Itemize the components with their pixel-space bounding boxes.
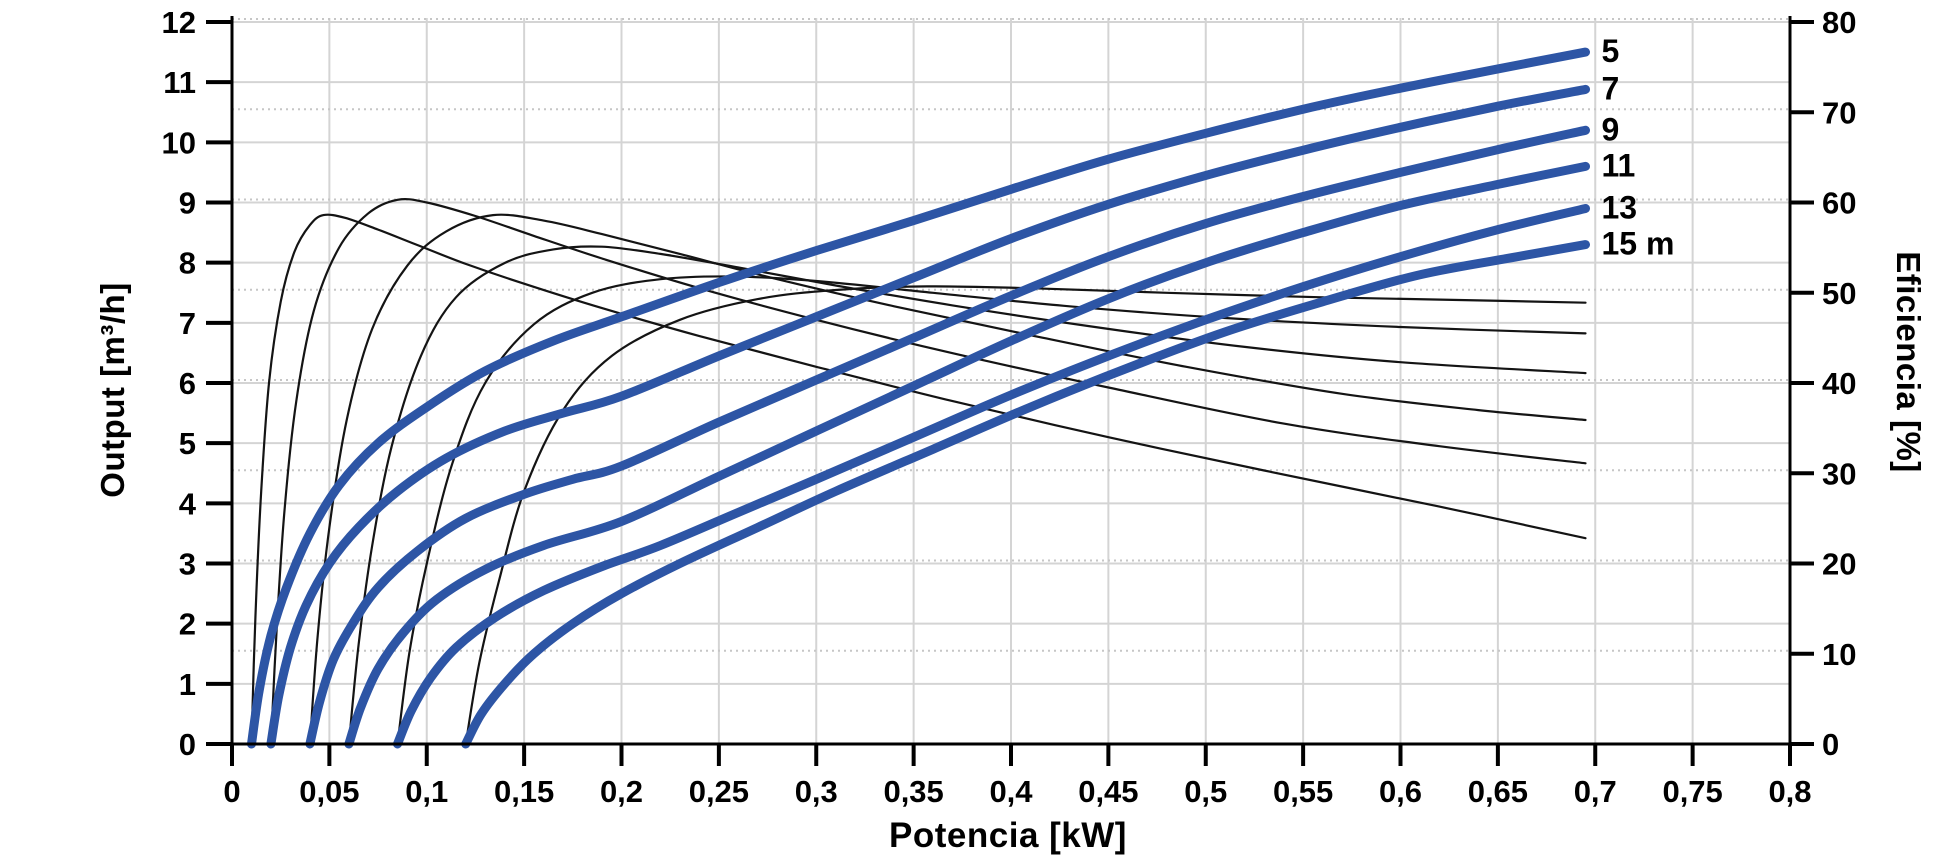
x-tick-label: 0,7 <box>1574 774 1617 809</box>
y-right-tick-label: 40 <box>1822 366 1856 401</box>
y-left-tick-label: 10 <box>162 125 196 160</box>
efficiency-curve-7 <box>269 197 1587 746</box>
y-left-axis-title: Output [m³/h] <box>94 282 131 498</box>
x-tick-label: 0,8 <box>1768 774 1811 809</box>
x-tick-label: 0,25 <box>689 774 749 809</box>
output-curve-15 <box>461 240 1590 749</box>
y-left-tick-label: 0 <box>179 727 196 762</box>
x-tick-label: 0,5 <box>1184 774 1227 809</box>
y-left-tick-label: 6 <box>179 366 196 401</box>
y-right-tick-label: 70 <box>1822 95 1856 130</box>
x-tick-label: 0,15 <box>494 774 554 809</box>
x-tick-label: 0 <box>223 774 240 809</box>
x-tick-label: 0,6 <box>1379 774 1422 809</box>
y-right-axis-title: Eficiencia [%] <box>1890 251 1927 473</box>
y-left-tick-label: 11 <box>163 65 196 100</box>
y-right-tick-label: 20 <box>1822 547 1856 582</box>
x-tick-label: 0,4 <box>989 774 1033 809</box>
y-right-tick-label: 60 <box>1822 186 1856 221</box>
x-tick-label: 0,55 <box>1273 774 1333 809</box>
curve-label-5m: 5 <box>1602 33 1620 69</box>
y-left-tick-label: 7 <box>179 306 196 341</box>
x-tick-label: 0,45 <box>1078 774 1138 809</box>
x-axis-title: Potencia [kW] <box>889 816 1127 855</box>
x-tick-label: 0,05 <box>299 774 359 809</box>
y-right-tick-label: 50 <box>1822 276 1856 311</box>
output-curve-9 <box>305 125 1590 749</box>
y-left-tick-label: 8 <box>179 246 196 281</box>
y-right-tick-label: 0 <box>1822 727 1839 762</box>
curve-label-15m: 15 m <box>1602 226 1675 262</box>
curve-label-9m: 9 <box>1602 111 1620 147</box>
efficiency-curve-13 <box>396 275 1587 746</box>
efficiency-curve-11 <box>347 245 1587 746</box>
efficiency-curve-9 <box>308 213 1587 746</box>
x-tick-label: 0,3 <box>795 774 838 809</box>
y-left-tick-label: 5 <box>179 426 196 461</box>
x-tick-label: 0,2 <box>600 774 643 809</box>
y-left-tick-label: 2 <box>179 607 196 642</box>
curve-label-13m: 13 <box>1602 190 1638 226</box>
efficiency-curve-5 <box>250 213 1587 746</box>
output-curve-7 <box>266 84 1590 749</box>
y-left-tick-label: 1 <box>179 667 196 702</box>
y-left-tick-label: 12 <box>162 5 196 40</box>
x-tick-label: 0,65 <box>1468 774 1528 809</box>
x-tick-label: 0,35 <box>883 774 943 809</box>
x-tick-label: 0,75 <box>1662 774 1722 809</box>
output-curve-11 <box>344 161 1590 749</box>
y-left-tick-label: 9 <box>179 186 196 221</box>
y-right-tick-label: 10 <box>1822 637 1856 672</box>
curve-label-7m: 7 <box>1602 70 1620 106</box>
curve-label-11m: 11 <box>1602 147 1636 183</box>
y-right-tick-label: 80 <box>1822 5 1856 40</box>
x-tick-label: 0,1 <box>405 774 448 809</box>
y-left-tick-label: 4 <box>179 486 197 521</box>
y-left-tick-label: 3 <box>179 547 196 582</box>
output-curve-5 <box>247 47 1590 749</box>
output-curve-13 <box>393 204 1590 749</box>
y-right-tick-label: 30 <box>1822 456 1856 491</box>
